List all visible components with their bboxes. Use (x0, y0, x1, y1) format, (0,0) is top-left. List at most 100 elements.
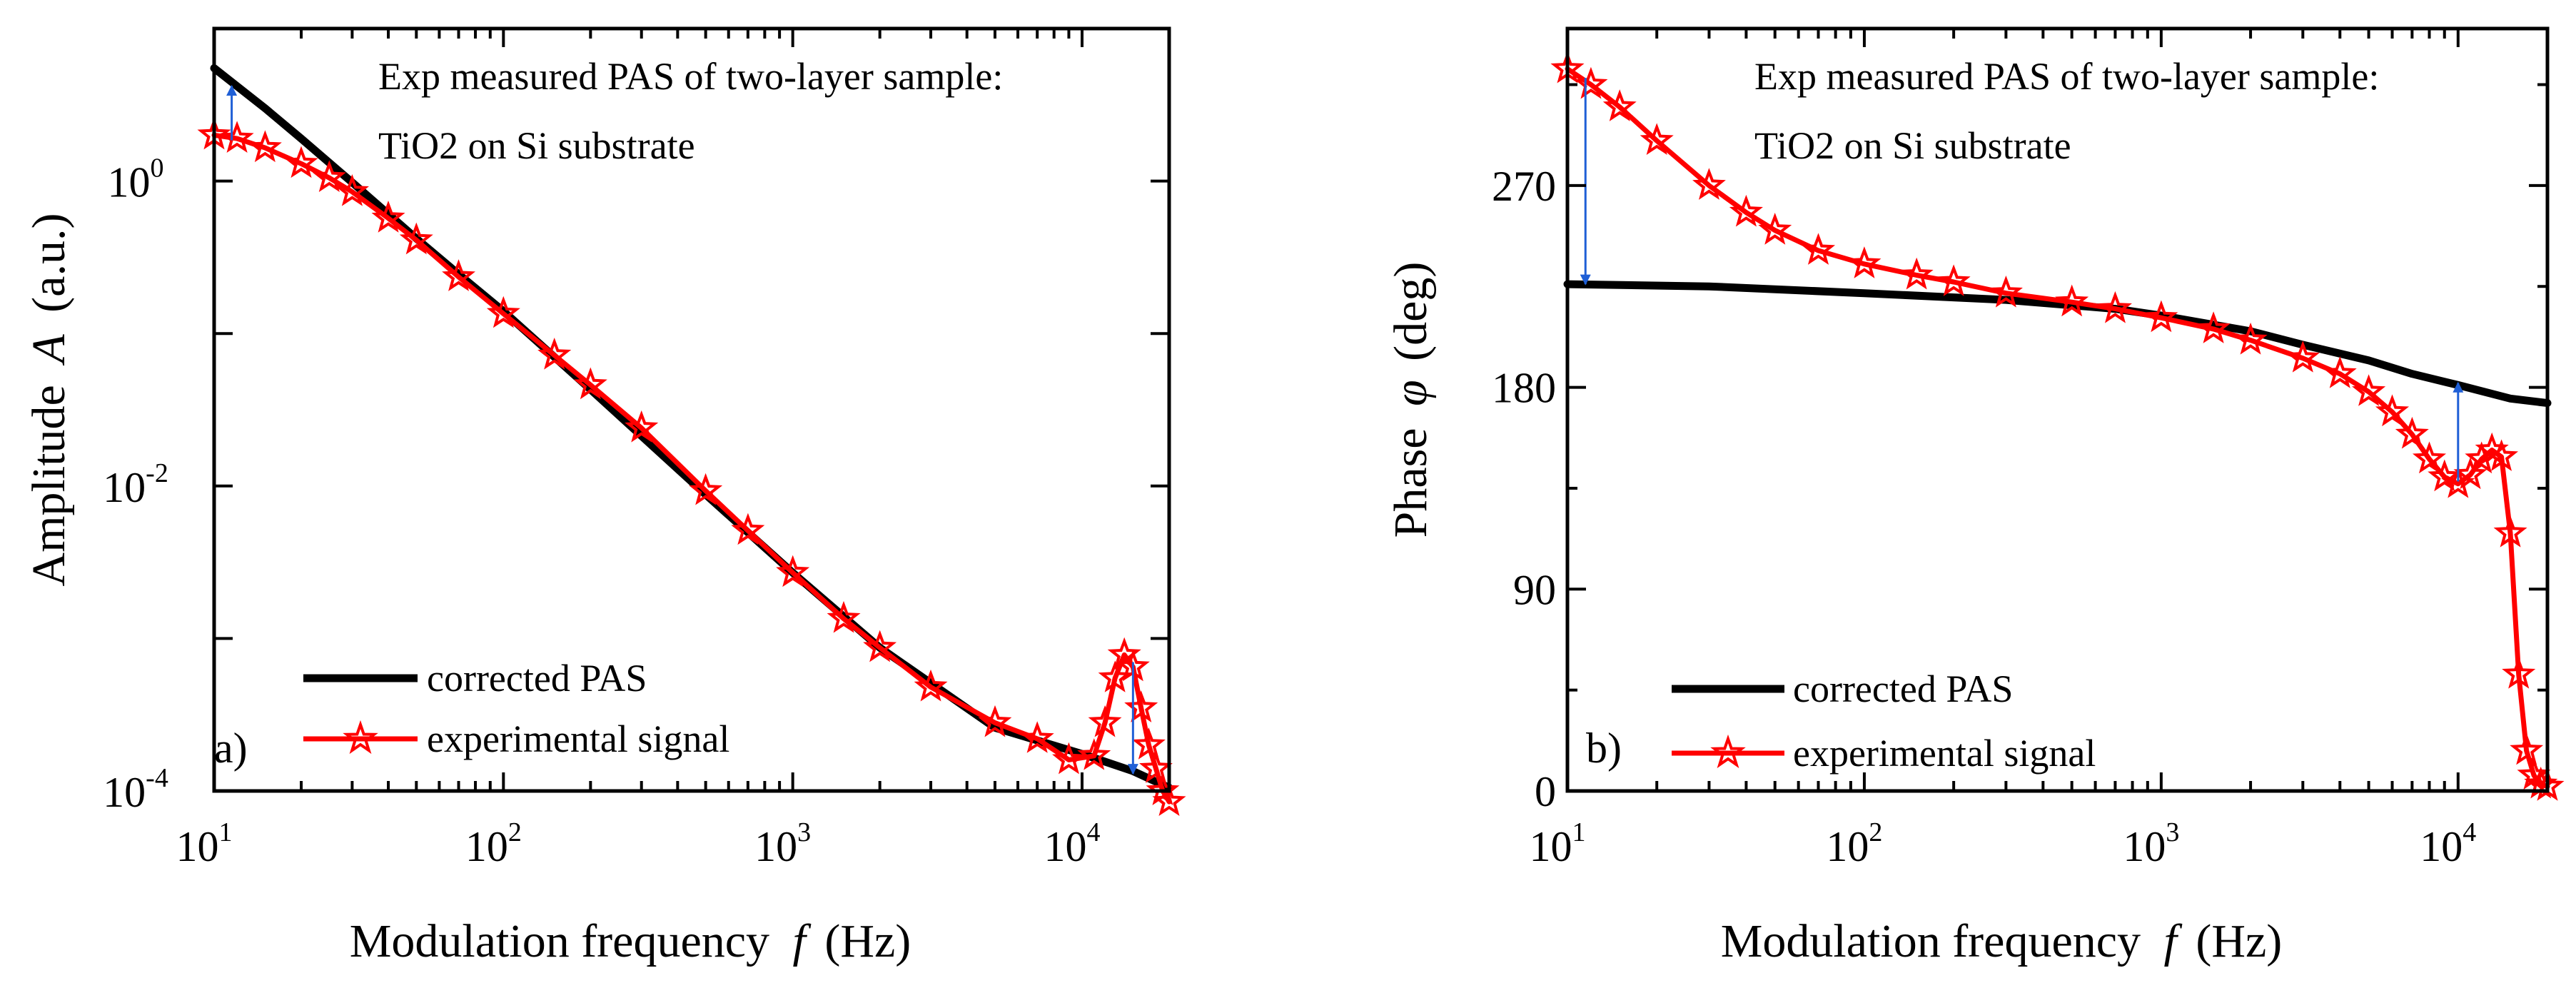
x-tick-exponent: 2 (508, 817, 522, 847)
data-point (2485, 439, 2519, 471)
data-point (1640, 123, 1674, 155)
plot-frame (212, 26, 1171, 793)
panel-label: b) (1586, 725, 1622, 772)
data-point (1574, 66, 1608, 99)
legend-label-experimental: experimental signal (1793, 732, 2096, 775)
data-point (2055, 284, 2089, 317)
phase-plot-area (1550, 26, 2565, 801)
x-tick-label: 101 (1530, 817, 1586, 870)
data-point (689, 473, 723, 505)
y-tick-exponent: -4 (146, 763, 168, 793)
x-tick-exponent: 1 (1572, 817, 1586, 847)
x-tick-label: 103 (754, 817, 811, 870)
x-tick-label: 102 (1826, 817, 1882, 870)
data-point (220, 121, 254, 153)
x-tick-exponent: 1 (219, 817, 233, 847)
data-point (1758, 213, 1792, 245)
y-tick-label: 10-4 (103, 763, 168, 816)
x-axis-title-text: Modulation frequency (1721, 915, 2141, 967)
data-point (2453, 457, 2487, 490)
data-point (914, 669, 948, 702)
x-tick-exponent: 4 (2463, 817, 2476, 847)
phase-ticks: 101 102 103 104 0 90 180 270 (1492, 29, 2549, 870)
data-point (2375, 394, 2410, 427)
data-point (2395, 416, 2429, 449)
data-point (2510, 732, 2544, 765)
y-axis-title-unit: (a.u.) (23, 213, 75, 313)
data-point (371, 200, 405, 233)
x-axis-title-text: Modulation frequency (350, 915, 769, 967)
data-point (442, 259, 476, 291)
data-point (2144, 300, 2178, 333)
y-axis-title-text: Amplitude (23, 385, 75, 586)
y-tick-exponent: 0 (151, 153, 164, 183)
data-point (248, 130, 282, 163)
phase-chart: 101 102 103 104 0 90 180 270 Exp measured PAS o… (1385, 26, 2565, 967)
x-axis-title: Modulation frequency f (Hz) (350, 915, 911, 967)
data-point (2098, 291, 2132, 323)
data-point (1899, 257, 1934, 290)
data-point (776, 555, 810, 588)
data-point (2428, 459, 2462, 492)
x-tick-exponent: 2 (1869, 817, 1882, 847)
data-point (2196, 311, 2231, 343)
legend-label-experimental: experimental signal (427, 717, 729, 760)
data-point (731, 513, 765, 545)
data-point (978, 705, 1012, 737)
data-point (2352, 374, 2386, 406)
legend-marker-experimental (343, 720, 378, 755)
data-point (1139, 751, 1173, 783)
data-point (2502, 657, 2536, 689)
annotation-line-2: TiO2 on Si substrate (1754, 124, 2071, 167)
y-tick-exponent: -2 (146, 458, 168, 488)
x-tick-label: 104 (1044, 817, 1100, 870)
y-tick-label: 180 (1492, 365, 1556, 412)
y-tick-label: 10-2 (103, 458, 168, 511)
legend: corrected PAS experimental signal (303, 657, 729, 760)
data-point (2441, 466, 2475, 498)
x-tick-exponent: 3 (2166, 817, 2179, 847)
data-point (399, 222, 433, 255)
data-point (1131, 727, 1166, 760)
x-axis-title-unit: (Hz) (2196, 915, 2282, 967)
data-point (1936, 264, 1971, 296)
data-point (335, 174, 369, 206)
data-point (1124, 690, 1158, 722)
experimental-signal-line (211, 132, 1172, 805)
legend-marker-experimental (1710, 734, 1746, 769)
x-tick-label: 102 (465, 817, 522, 870)
x-axis-title-symbol: f (2164, 915, 2183, 967)
legend-label-corrected: corrected PAS (427, 657, 647, 700)
data-point (1052, 742, 1086, 775)
x-axis-title-unit: (Hz) (824, 915, 911, 967)
y-tick-label: 0 (1535, 768, 1556, 815)
x-tick-exponent: 4 (1086, 817, 1100, 847)
data-point (2323, 356, 2357, 388)
data-point (1729, 194, 1763, 227)
annotation-line-1: Exp measured PAS of two-layer sample: (378, 55, 1003, 98)
y-axis-title: Amplitude A (a.u.) (23, 213, 75, 587)
plot-frame (1565, 26, 2550, 793)
data-point (1077, 738, 1111, 770)
y-tick-label: 100 (108, 153, 164, 206)
y-axis-title-symbol: φ (1385, 380, 1437, 406)
y-axis-title-unit: (deg) (1385, 262, 1437, 361)
data-point (573, 367, 607, 400)
data-point (2412, 441, 2447, 474)
data-point (1847, 246, 1882, 278)
experimental-signal-line (1565, 66, 2550, 790)
x-axis-title: Modulation frequency f (Hz) (1721, 915, 2283, 967)
data-point (1692, 168, 1726, 200)
x-tick-label: 103 (2123, 817, 2179, 870)
data-point (1602, 89, 1637, 121)
data-point (625, 410, 659, 443)
x-tick-label: 101 (176, 817, 233, 870)
x-axis-title-symbol: f (793, 915, 812, 967)
amplitude-plot-area (197, 26, 1186, 816)
data-point (1801, 233, 1836, 265)
data-point (312, 160, 346, 192)
data-point (284, 146, 318, 178)
